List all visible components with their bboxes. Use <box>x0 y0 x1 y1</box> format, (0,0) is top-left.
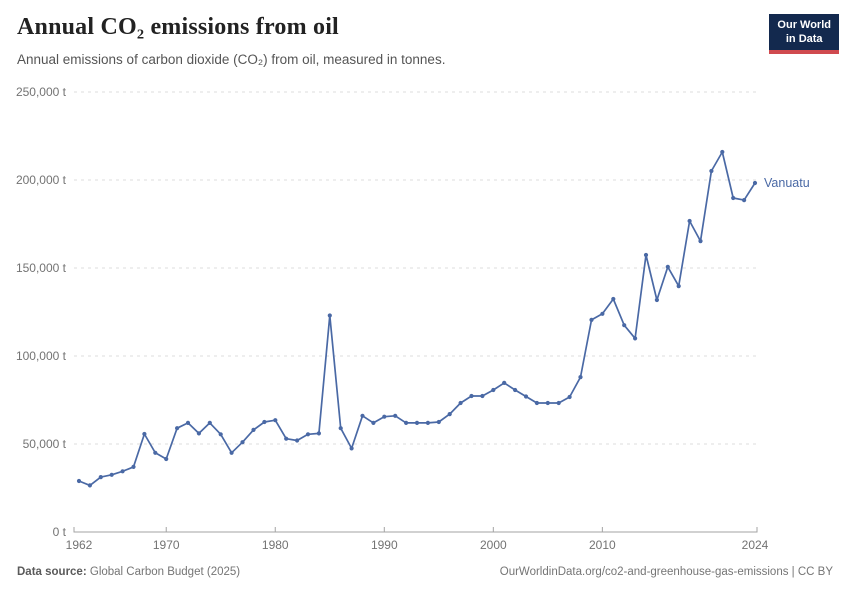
attribution-link[interactable]: OurWorldinData.org/co2-and-greenhouse-ga… <box>499 566 833 578</box>
y-axis-label: 100,000 t <box>16 349 67 363</box>
data-point[interactable] <box>436 419 441 425</box>
data-point[interactable] <box>589 317 594 322</box>
data-point[interactable] <box>752 180 758 186</box>
data-point[interactable] <box>709 168 714 174</box>
data-point[interactable] <box>643 252 649 258</box>
data-point[interactable] <box>414 420 420 425</box>
y-axis-label: 50,000 t <box>23 437 67 451</box>
data-point[interactable] <box>545 400 550 406</box>
data-point[interactable] <box>153 450 158 455</box>
chart-subtitle: Annual emissions of carbon dioxide (CO₂)… <box>17 52 446 67</box>
data-point[interactable] <box>393 413 398 418</box>
data-source: Data source: Global Carbon Budget (2025) <box>17 566 240 578</box>
data-point[interactable] <box>469 393 474 399</box>
x-axis-label: 1980 <box>262 538 289 552</box>
data-point[interactable] <box>458 400 463 406</box>
series-label-vanuatu[interactable]: Vanuatu <box>764 176 810 190</box>
data-point[interactable] <box>316 431 321 436</box>
data-point[interactable] <box>284 436 289 441</box>
data-point[interactable] <box>262 419 267 425</box>
x-axis-label: 2010 <box>589 538 616 552</box>
data-point[interactable] <box>404 420 409 425</box>
data-point[interactable] <box>720 149 725 155</box>
owid-logo[interactable]: Our World in Data <box>769 14 839 54</box>
data-point[interactable] <box>251 427 256 432</box>
data-point[interactable] <box>240 440 245 445</box>
data-point[interactable] <box>87 483 92 488</box>
data-point[interactable] <box>305 432 311 437</box>
chart-footer: Data source: Global Carbon Budget (2025)… <box>17 566 833 578</box>
data-point[interactable] <box>371 420 376 425</box>
data-point[interactable] <box>633 336 638 341</box>
data-point[interactable] <box>207 420 212 425</box>
data-point[interactable] <box>109 472 114 477</box>
data-point[interactable] <box>567 394 572 400</box>
data-point[interactable] <box>120 469 125 474</box>
data-point[interactable] <box>523 394 529 399</box>
data-point[interactable] <box>665 264 670 269</box>
data-point[interactable] <box>338 426 343 431</box>
y-axis-label: 0 t <box>53 525 67 539</box>
data-point[interactable] <box>491 387 496 393</box>
data-point[interactable] <box>196 431 201 436</box>
data-point[interactable] <box>742 198 747 203</box>
data-point[interactable] <box>654 297 660 303</box>
x-axis-label: 1970 <box>153 538 180 552</box>
data-point[interactable] <box>676 284 681 289</box>
series-line-vanuatu[interactable] <box>78 151 756 487</box>
owid-logo-line2: in Data <box>785 33 823 46</box>
data-point[interactable] <box>218 432 223 437</box>
data-point[interactable] <box>142 431 147 437</box>
data-point[interactable] <box>164 456 169 462</box>
data-point[interactable] <box>534 400 540 406</box>
data-point[interactable] <box>447 412 452 417</box>
y-axis-label: 200,000 t <box>16 173 67 187</box>
data-point[interactable] <box>502 380 507 385</box>
data-point[interactable] <box>382 414 387 419</box>
data-point[interactable] <box>731 195 736 201</box>
x-axis <box>73 527 758 533</box>
data-point[interactable] <box>185 420 191 425</box>
owid-logo-line1: Our World <box>777 19 831 31</box>
data-point[interactable] <box>98 475 103 480</box>
data-point[interactable] <box>327 313 332 318</box>
data-point[interactable] <box>273 418 278 423</box>
data-point[interactable] <box>131 464 136 469</box>
data-point[interactable] <box>611 296 616 302</box>
page-title: Annual CO₂ emissions from oil <box>17 14 339 40</box>
x-axis-label: 1990 <box>371 538 398 552</box>
x-axis-label: 2024 <box>742 538 769 552</box>
data-point[interactable] <box>698 239 703 244</box>
data-point[interactable] <box>295 438 300 443</box>
data-source-value: Global Carbon Budget (2025) <box>89 566 241 578</box>
data-point[interactable] <box>600 311 605 316</box>
data-point[interactable] <box>480 393 485 399</box>
data-point[interactable] <box>622 323 627 328</box>
data-point[interactable] <box>349 446 354 451</box>
data-point[interactable] <box>687 218 692 224</box>
data-point[interactable] <box>360 413 365 418</box>
y-axis-label: 150,000 t <box>16 261 67 275</box>
data-point[interactable] <box>578 375 583 380</box>
data-point[interactable] <box>513 387 518 393</box>
x-axis-label: 2000 <box>480 538 507 552</box>
data-point[interactable] <box>175 426 180 431</box>
y-axis-label: 250,000 t <box>16 85 67 99</box>
data-point[interactable] <box>425 420 430 425</box>
data-point[interactable] <box>76 478 82 484</box>
data-point[interactable] <box>229 450 234 455</box>
data-point[interactable] <box>556 400 561 406</box>
data-source-label: Data source: <box>17 566 87 578</box>
x-axis-label: 1962 <box>66 538 93 552</box>
